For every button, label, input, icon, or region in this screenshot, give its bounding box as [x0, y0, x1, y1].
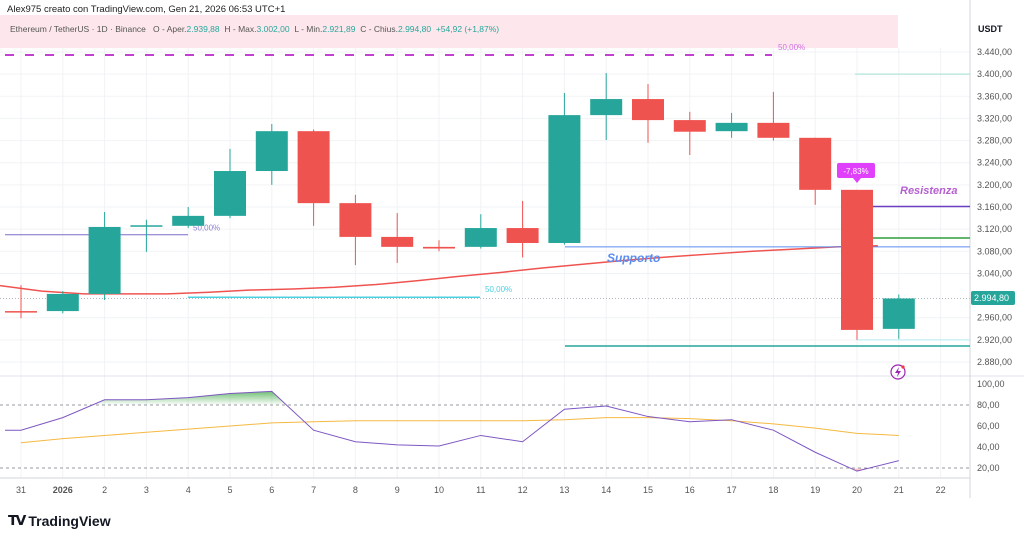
price-tick-label: 3.360,00	[977, 91, 1012, 101]
time-tick-label: 7	[311, 485, 316, 495]
time-tick-label: 13	[559, 485, 569, 495]
rsi-overbought-fill	[92, 391, 287, 405]
price-tick-label: 3.200,00	[977, 180, 1012, 190]
candle-body	[590, 99, 623, 116]
time-tick-label: 19	[810, 485, 820, 495]
support-label: Supporto	[607, 251, 660, 265]
change-value: +54,92 (+1,87%)	[435, 24, 500, 34]
time-tick-label: 31	[16, 485, 26, 495]
tradingview-logo-text: TradingView	[28, 512, 111, 529]
time-tick-label: 4	[186, 485, 191, 495]
low-label: L - Min.	[294, 24, 323, 34]
candle-body	[757, 122, 790, 138]
current-price-label: 2.994,80	[974, 293, 1009, 303]
candle-body	[88, 226, 121, 294]
rsi-tick-label: 100,00	[977, 379, 1005, 389]
close-value: 2.994,80	[397, 24, 432, 34]
candle-body	[841, 189, 873, 330]
tradingview-logo-mark: 𝗧𝗩	[8, 512, 26, 528]
high-value: 3.002,00	[256, 24, 290, 34]
drop-percent-badge	[837, 163, 875, 178]
current-price-tag	[971, 291, 1015, 305]
time-tick-label: 2026	[53, 485, 73, 495]
candle-body	[464, 228, 497, 247]
rsi-tick-label: 20,00	[977, 463, 1000, 473]
time-tick-label: 6	[269, 485, 274, 495]
time-tick-label: 18	[768, 485, 778, 495]
symbol-name[interactable]: Ethereum / TetherUS · 1D · Binance	[10, 24, 146, 34]
candle-body	[673, 120, 706, 132]
price-tick-label: 3.440,00	[977, 47, 1012, 57]
candle-body	[381, 236, 414, 247]
price-tick-label: 3.240,00	[977, 158, 1012, 168]
rsi-line	[5, 390, 899, 472]
tradingview-logo[interactable]: 𝗧𝗩 TradingView	[8, 512, 111, 529]
rsi-ma-line	[20, 417, 899, 444]
candle-body	[632, 99, 664, 121]
rsi-tick-label: 80,00	[977, 400, 1000, 410]
price-tick-label: 3.400,00	[977, 69, 1012, 79]
open-label: O - Aper.	[153, 24, 187, 34]
price-tick-label: 3.080,00	[977, 246, 1012, 256]
fib-label-mid: 50,00%	[485, 285, 512, 294]
resistance-label: Resistenza	[900, 185, 957, 197]
currency-label: USDT	[978, 24, 1003, 34]
time-tick-label: 21	[894, 485, 904, 495]
price-tick-label: 2.960,00	[977, 313, 1012, 323]
candle-body	[715, 122, 748, 132]
price-tick-label: 3.160,00	[977, 202, 1012, 212]
rsi-tick-label: 60,00	[977, 421, 1000, 431]
drop-percent-label: -7,83%	[843, 167, 868, 176]
close-label: C - Chius.	[360, 24, 398, 34]
candle-body	[506, 228, 539, 243]
candle-body	[799, 137, 832, 190]
time-tick-label: 11	[476, 485, 485, 495]
candle-body	[130, 225, 163, 227]
low-value: 2.921,89	[322, 24, 356, 34]
time-tick-label: 5	[227, 485, 232, 495]
candle-body	[339, 203, 372, 237]
candle-body	[214, 171, 246, 216]
price-tick-label: 3.320,00	[977, 113, 1012, 123]
ohlc-legend: Ethereum / TetherUS · 1D · Binance O - A…	[10, 24, 499, 34]
price-tick-label: 3.120,00	[977, 224, 1012, 234]
chart-credit: Alex975 creato con TradingView.com, Gen …	[7, 4, 286, 15]
alert-dot-icon	[901, 365, 905, 369]
time-tick-label: 8	[353, 485, 358, 495]
price-tick-label: 3.040,00	[977, 268, 1012, 278]
time-tick-label: 10	[434, 485, 444, 495]
time-tick-label: 22	[936, 485, 946, 495]
candle-body	[548, 115, 581, 243]
moving-average-line	[0, 245, 878, 295]
time-tick-label: 2	[102, 485, 107, 495]
fib-label-top: 50,00%	[778, 43, 805, 52]
candle-body	[423, 246, 455, 249]
time-tick-label: 3	[144, 485, 149, 495]
price-tick-label: 3.280,00	[977, 136, 1012, 146]
candle-body	[297, 131, 330, 204]
time-tick-label: 16	[685, 485, 695, 495]
candle-body	[882, 298, 915, 329]
candle-body	[172, 215, 205, 226]
time-tick-label: 9	[395, 485, 400, 495]
lightning-icon	[890, 364, 906, 380]
open-value: 2.939,88	[186, 24, 220, 34]
drop-badge-pointer	[853, 178, 861, 183]
time-tick-label: 20	[852, 485, 862, 495]
candle-body	[255, 131, 288, 172]
fib-label-left: 50,00%	[193, 224, 220, 233]
time-tick-label: 17	[727, 485, 737, 495]
candle-body	[5, 311, 37, 313]
symbol-legend: Ethereum / TetherUS · 1D · Binance O - A…	[0, 15, 898, 48]
time-tick-label: 15	[643, 485, 653, 495]
time-tick-label: 14	[601, 485, 611, 495]
price-tick-label: 2.920,00	[977, 335, 1012, 345]
high-label: H - Max.	[224, 24, 257, 34]
candle-body	[46, 293, 79, 312]
price-chart[interactable]: USDT 3.440,00 3.400,00 3.360,00 3.320,00 3.28…	[0, 0, 1024, 505]
lightning-icon-bolt	[895, 367, 901, 377]
time-tick-label: 12	[518, 485, 528, 495]
rsi-tick-label: 40,00	[977, 442, 1000, 452]
price-tick-label: 2.880,00	[977, 357, 1012, 367]
